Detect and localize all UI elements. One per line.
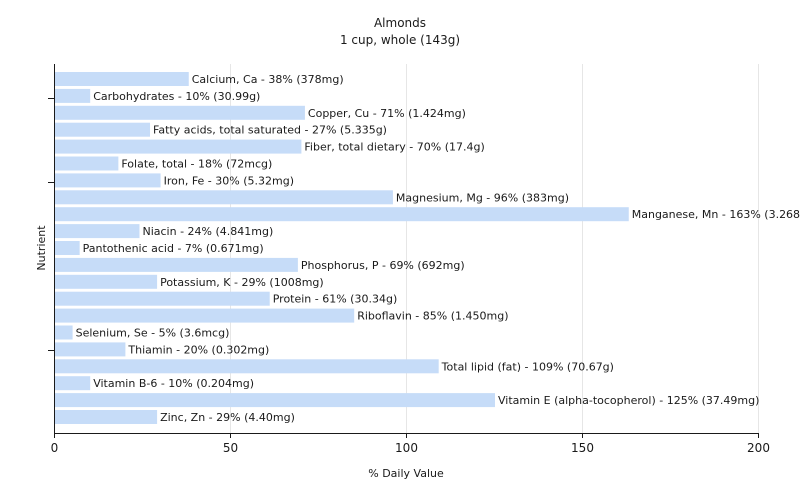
- bar: [55, 139, 302, 154]
- bar: [55, 393, 495, 408]
- bar: [55, 122, 151, 137]
- bar-labels: Calcium, Ca - 38% (378mg) Carbohydrates -…: [76, 73, 800, 424]
- bar: [55, 224, 140, 239]
- bar: [55, 173, 161, 188]
- bar: [55, 72, 189, 86]
- bar: [55, 342, 126, 357]
- bar-label: Selenium, Se - 5% (3.6mcg): [76, 327, 230, 340]
- bar-label: Niacin - 24% (4.841mg): [142, 225, 273, 238]
- bar-label: Carbohydrates - 10% (30.99g): [93, 90, 260, 103]
- bar: [55, 105, 305, 120]
- bar: [55, 291, 270, 306]
- bar: [55, 241, 80, 255]
- bar-label: Total lipid (fat) - 109% (70.67g): [441, 360, 614, 373]
- bar: [55, 410, 158, 424]
- bar: [55, 359, 439, 374]
- bar-label: Pantothenic acid - 7% (0.671mg): [83, 242, 264, 255]
- y-axis-label: Nutrient: [35, 225, 48, 271]
- x-tick-label: 150: [571, 441, 594, 455]
- bar-label: Vitamin B-6 - 10% (0.204mg): [93, 377, 254, 390]
- bar-label: Fatty acids, total saturated - 27% (5.33…: [153, 124, 387, 137]
- bar-label: Vitamin E (alpha-tocopherol) - 125% (37.…: [498, 394, 759, 407]
- chart-title: Almonds: [374, 16, 426, 30]
- bar-label: Riboflavin - 85% (1.450mg): [357, 310, 508, 323]
- x-tick-label: 0: [51, 441, 59, 455]
- bar-label: Fiber, total dietary - 70% (17.4g): [304, 141, 484, 154]
- x-axis-label: % Daily Value: [368, 467, 444, 480]
- bar-label: Copper, Cu - 71% (1.424mg): [308, 107, 466, 120]
- bar-label: Folate, total - 18% (72mcg): [121, 158, 272, 171]
- bar: [55, 190, 393, 205]
- bar-label: Zinc, Zn - 29% (4.40mg): [160, 411, 295, 424]
- bar: [55, 88, 91, 103]
- x-tick-labels: 0 50 100 150 200: [51, 441, 770, 455]
- x-tick-label: 100: [395, 441, 418, 455]
- bar-label: Calcium, Ca - 38% (378mg): [192, 73, 344, 86]
- bar: [55, 257, 298, 272]
- bar-label: Protein - 61% (30.34g): [273, 293, 398, 306]
- bar: [55, 274, 158, 289]
- bar-label: Manganese, Mn - 163% (3.268mg): [632, 208, 800, 221]
- bar: [55, 325, 73, 340]
- bar-label: Magnesium, Mg - 96% (383mg): [396, 191, 569, 204]
- axes: [48, 64, 759, 438]
- bar: [55, 308, 355, 323]
- bar-label: Thiamin - 20% (0.302mg): [127, 343, 269, 356]
- bar-label: Iron, Fe - 30% (5.32mg): [164, 174, 294, 187]
- bars: [55, 72, 629, 424]
- x-tick-label: 200: [747, 441, 770, 455]
- chart-subtitle: 1 cup, whole (143g): [340, 33, 460, 47]
- bar-label: Phosphorus, P - 69% (692mg): [301, 259, 465, 272]
- bar-label: Potassium, K - 29% (1008mg): [160, 276, 324, 289]
- bar: [55, 207, 629, 222]
- x-tick-label: 50: [223, 441, 238, 455]
- bar: [55, 156, 119, 171]
- bar: [55, 376, 91, 391]
